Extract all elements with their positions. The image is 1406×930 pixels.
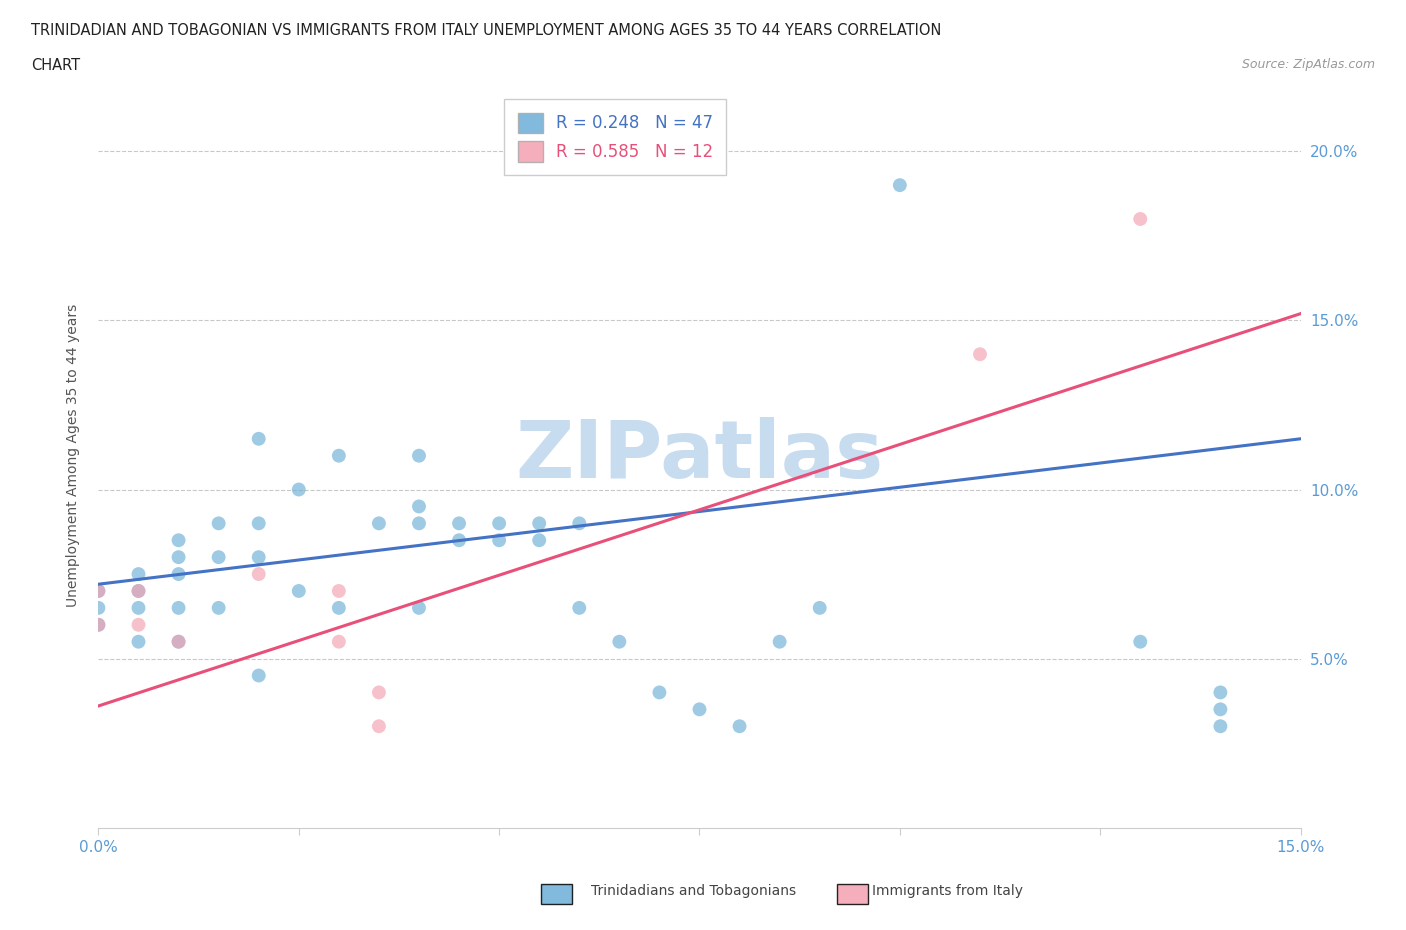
Point	[167, 550, 190, 565]
Point	[447, 533, 470, 548]
Point	[288, 482, 311, 497]
Legend: R = 0.248   N = 47, R = 0.585   N = 12: R = 0.248 N = 47, R = 0.585 N = 12	[505, 100, 727, 175]
Point	[328, 634, 350, 649]
Point	[167, 566, 190, 581]
Point	[1129, 634, 1152, 649]
Text: Source: ZipAtlas.com: Source: ZipAtlas.com	[1241, 58, 1375, 71]
Point	[208, 601, 231, 616]
Point	[648, 685, 671, 700]
Point	[889, 178, 911, 193]
Text: Trinidadians and Tobagonians: Trinidadians and Tobagonians	[591, 884, 796, 898]
Point	[408, 448, 430, 463]
Point	[408, 516, 430, 531]
Point	[167, 634, 190, 649]
Point	[87, 618, 110, 632]
Point	[87, 583, 110, 598]
Point	[328, 448, 350, 463]
Point	[529, 516, 551, 531]
Point	[1209, 702, 1232, 717]
Point	[689, 702, 711, 717]
Point	[769, 634, 792, 649]
Point	[609, 634, 631, 649]
Point	[328, 583, 350, 598]
Point	[247, 516, 270, 531]
Point	[167, 601, 190, 616]
Point	[368, 516, 391, 531]
Point	[408, 601, 430, 616]
Point	[128, 566, 150, 581]
Point	[87, 601, 110, 616]
Text: CHART: CHART	[31, 58, 80, 73]
Point	[247, 668, 270, 683]
Point	[488, 516, 510, 531]
Point	[408, 499, 430, 514]
Point	[208, 550, 231, 565]
Text: Immigrants from Italy: Immigrants from Italy	[872, 884, 1022, 898]
Point	[447, 516, 470, 531]
Point	[1209, 719, 1232, 734]
Point	[1129, 211, 1152, 226]
Point	[87, 583, 110, 598]
Point	[247, 432, 270, 446]
Point	[247, 550, 270, 565]
Point	[288, 583, 311, 598]
Point	[568, 516, 591, 531]
Y-axis label: Unemployment Among Ages 35 to 44 years: Unemployment Among Ages 35 to 44 years	[66, 304, 80, 607]
Point	[128, 618, 150, 632]
Point	[128, 583, 150, 598]
Point	[128, 634, 150, 649]
Point	[167, 634, 190, 649]
Point	[728, 719, 751, 734]
Point	[208, 516, 231, 531]
Point	[87, 618, 110, 632]
Point	[368, 719, 391, 734]
Text: TRINIDADIAN AND TOBAGONIAN VS IMMIGRANTS FROM ITALY UNEMPLOYMENT AMONG AGES 35 T: TRINIDADIAN AND TOBAGONIAN VS IMMIGRANTS…	[31, 23, 941, 38]
Point	[808, 601, 831, 616]
Point	[568, 601, 591, 616]
Point	[247, 566, 270, 581]
Text: ZIPatlas: ZIPatlas	[516, 417, 883, 495]
Point	[529, 533, 551, 548]
Point	[128, 601, 150, 616]
Point	[167, 533, 190, 548]
Point	[969, 347, 991, 362]
Point	[368, 685, 391, 700]
Point	[1209, 685, 1232, 700]
Point	[488, 533, 510, 548]
Point	[328, 601, 350, 616]
Point	[128, 583, 150, 598]
